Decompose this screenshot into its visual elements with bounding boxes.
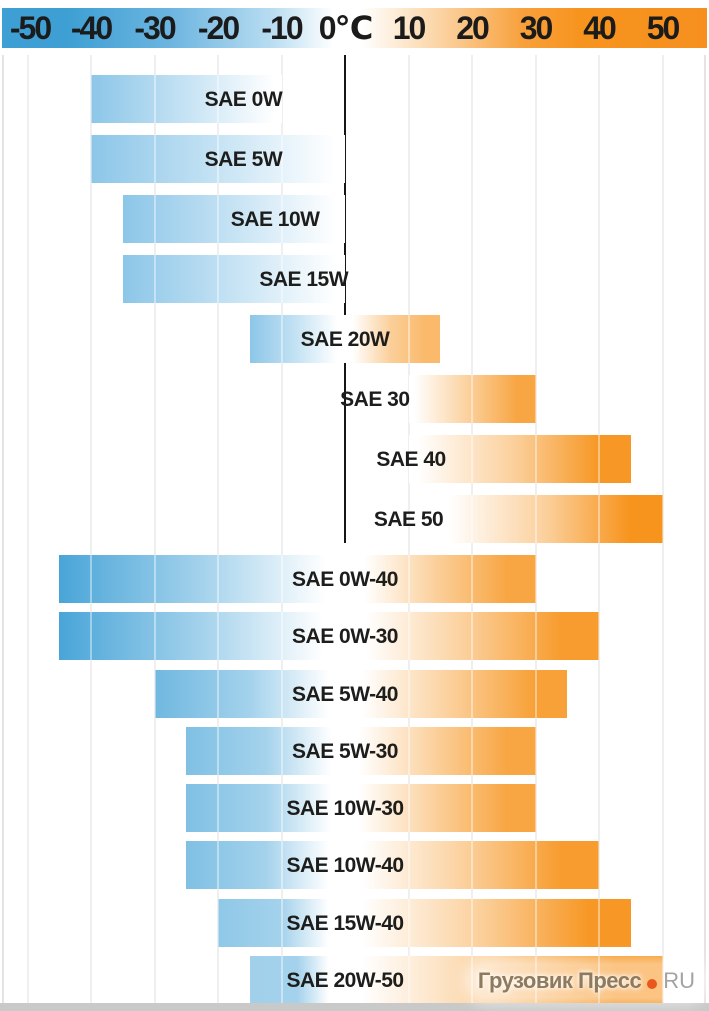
range-bar-sae-15w — [122, 255, 345, 303]
axis-tick-40: 40 — [583, 10, 617, 46]
bar-label-sae-10w-40: SAE 10W-40 — [286, 854, 404, 878]
gridline-overlay — [153, 55, 156, 1003]
zero-degree-line — [344, 55, 346, 543]
range-bar-sae-5w-40 — [154, 669, 568, 718]
range-bar-sae-10w-30 — [186, 784, 536, 832]
bar-label-sae-15w-40: SAE 15W-40 — [286, 911, 404, 935]
bar-label-sae-10w-30: SAE 10W-30 — [286, 797, 404, 820]
range-bar-sae-20w-50 — [249, 955, 663, 1004]
bar-label-sae-0w-40: SAE 0W-40 — [292, 568, 398, 591]
gridline-overlay — [280, 55, 283, 1003]
gridline — [90, 55, 92, 1003]
gridline — [2, 55, 4, 1003]
bar-label-sae-5w: SAE 5W — [204, 148, 283, 171]
axis-tick-10: 10 — [392, 10, 427, 46]
gridline — [217, 55, 219, 1003]
gridline-overlay — [90, 55, 92, 1003]
axis-tick--10: -10 — [261, 10, 303, 46]
watermark-dot-icon — [647, 979, 658, 989]
axis-tick--20: -20 — [197, 10, 240, 46]
bar-label-sae-5w-30: SAE 5W-30 — [292, 739, 398, 763]
range-bar-sae-30 — [408, 375, 536, 423]
gridline — [153, 55, 156, 1003]
range-bar-sae-10w-40 — [186, 841, 599, 890]
bar-label-sae-20w-50: SAE 20W-50 — [286, 968, 404, 992]
bar-label-sae-0w-30: SAE 0W-30 — [292, 625, 398, 649]
range-bar-sae-20w — [249, 315, 441, 363]
bar-label-sae-5w-40: SAE 5W-40 — [292, 682, 398, 706]
watermark-text: Грузовик Пресс — [477, 968, 642, 993]
axis-tick-0: 0℃ — [318, 10, 374, 46]
gridline-overlay — [661, 55, 664, 1003]
gridline — [407, 55, 410, 1003]
axis-tick--30: -30 — [134, 10, 176, 46]
bar-label-sae-10w: SAE 10W — [230, 208, 320, 231]
gridline-overlay — [534, 55, 537, 1003]
gridline-overlay — [471, 55, 473, 1003]
gridline — [661, 55, 664, 1003]
bottom-strip — [0, 1003, 709, 1011]
range-bar-sae-0w-30 — [59, 612, 599, 661]
gridline — [26, 55, 29, 1003]
gridline — [280, 55, 283, 1003]
bar-label-sae-40: SAE 40 — [376, 448, 446, 471]
range-bar-sae-10w — [122, 195, 345, 243]
gridline — [704, 55, 706, 1003]
gridline-overlay — [26, 55, 29, 1003]
gridline-overlay — [598, 55, 600, 1003]
temperature-axis-header: -50 -40 -30 -20 -10 0℃ 10 20 30 40 50 — [2, 8, 707, 48]
bar-label-sae-15w: SAE 15W — [259, 268, 349, 291]
watermark: Грузовик Пресс RU — [471, 966, 701, 996]
range-bar-sae-5w-30 — [186, 726, 536, 775]
axis-tick--50: -50 — [9, 10, 52, 46]
gridline-overlay — [217, 55, 219, 1003]
axis-tick-30: 30 — [519, 10, 554, 46]
range-bar-sae-40 — [408, 435, 631, 483]
bar-label-sae-0w: SAE 0W — [204, 88, 283, 111]
watermark-suffix: RU — [663, 968, 695, 993]
range-bar-sae-5w — [91, 135, 345, 183]
range-bar-sae-0w-40 — [59, 555, 536, 603]
range-bar-sae-0w — [91, 75, 282, 123]
bar-label-sae-20w: SAE 20W — [300, 328, 390, 351]
axis-tick-50: 50 — [646, 10, 681, 46]
range-bar-sae-50 — [440, 495, 663, 543]
axis-tick--40: -40 — [70, 10, 113, 46]
range-bar-sae-15w-40 — [218, 898, 631, 947]
bar-label-sae-30: SAE 30 — [340, 388, 410, 411]
gridline-overlay — [407, 55, 410, 1003]
bar-label-sae-50: SAE 50 — [373, 508, 444, 531]
axis-tick-20: 20 — [456, 10, 490, 46]
